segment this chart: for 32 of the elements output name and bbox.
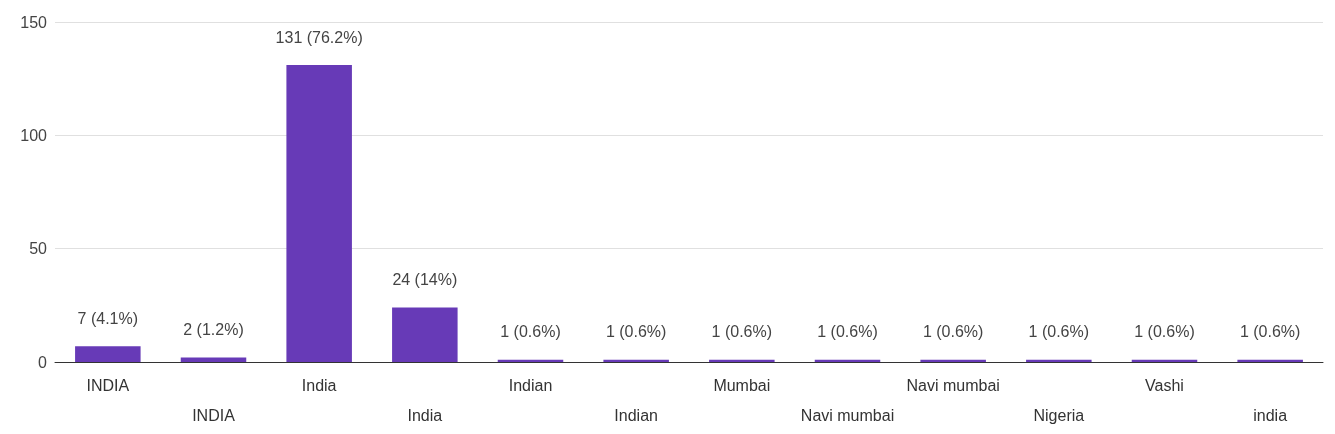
data-label: 131 (76.2%) (275, 28, 363, 46)
bar (75, 346, 141, 362)
y-tick-label: 100 (20, 126, 48, 144)
x-tick-label: Vashi (1145, 376, 1184, 394)
x-tick-label: Indian (614, 406, 658, 424)
data-label: 1 (0.6%) (817, 323, 878, 341)
bar (180, 357, 247, 362)
data-label: 24 (14%) (392, 271, 458, 289)
x-tick-label: India (301, 376, 337, 394)
data-label: 1 (0.6%) (605, 323, 667, 341)
data-label: 2 (1.2%) (183, 320, 244, 338)
data-label: 1 (0.6%) (500, 323, 561, 341)
x-tick-label: INDIA (192, 406, 236, 424)
data-label: 1 (0.6%) (711, 323, 773, 341)
data-label: 1 (0.6%) (922, 323, 984, 341)
x-tick-label: Mumbai (713, 376, 771, 394)
x-tick-label: Nigeria (1033, 406, 1085, 424)
y-tick-label: 50 (29, 240, 48, 258)
data-label: 7 (4.1%) (77, 309, 139, 327)
x-tick-label: Navi mumbai (800, 406, 895, 424)
x-tick-label: india (1253, 406, 1288, 424)
y-tick-label: 150 (20, 13, 48, 31)
bar (286, 65, 352, 362)
x-tick-label: Indian (508, 376, 553, 394)
data-label: 1 (0.6%) (1028, 323, 1090, 341)
bar (392, 307, 458, 362)
data-label: 1 (0.6%) (1239, 323, 1301, 341)
x-tick-label: Navi mumbai (906, 376, 1000, 394)
x-tick-label: India (407, 406, 443, 424)
x-tick-label: INDIA (86, 376, 130, 394)
y-tick-label: 0 (38, 353, 48, 371)
data-label: 1 (0.6%) (1134, 323, 1195, 341)
